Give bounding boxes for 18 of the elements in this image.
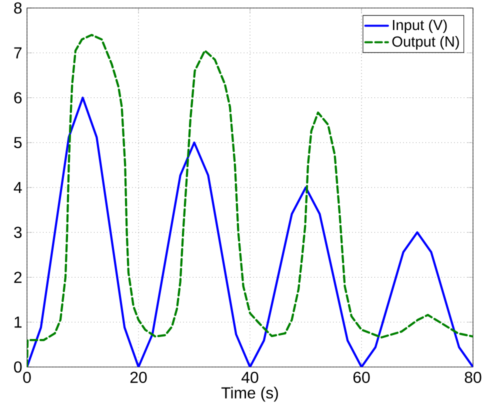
y-tick-label: 4 <box>14 182 22 193</box>
x-tick-label: 80 <box>464 372 482 383</box>
line-series <box>27 34 474 367</box>
y-tick-label: 0 <box>14 361 22 373</box>
y-tick-label: 8 <box>14 2 22 14</box>
y-tick-label: 1 <box>14 316 22 328</box>
y-tick-label: 6 <box>14 92 22 104</box>
x-tick-label: 20 <box>130 372 147 383</box>
x-tick-label: 40 <box>242 372 258 383</box>
y-tick-label: 3 <box>14 226 22 238</box>
y-tick-label: 7 <box>14 47 22 58</box>
x-axis-title: Time (s) <box>221 386 278 402</box>
legend-label: Input (V) <box>392 19 447 34</box>
x-tick-label: 0 <box>23 372 31 383</box>
legend-label: Output (N) <box>392 36 459 50</box>
y-tick-label: 2 <box>14 272 22 283</box>
y-tick-label: 5 <box>14 137 22 148</box>
x-tick-label: 60 <box>353 372 370 383</box>
